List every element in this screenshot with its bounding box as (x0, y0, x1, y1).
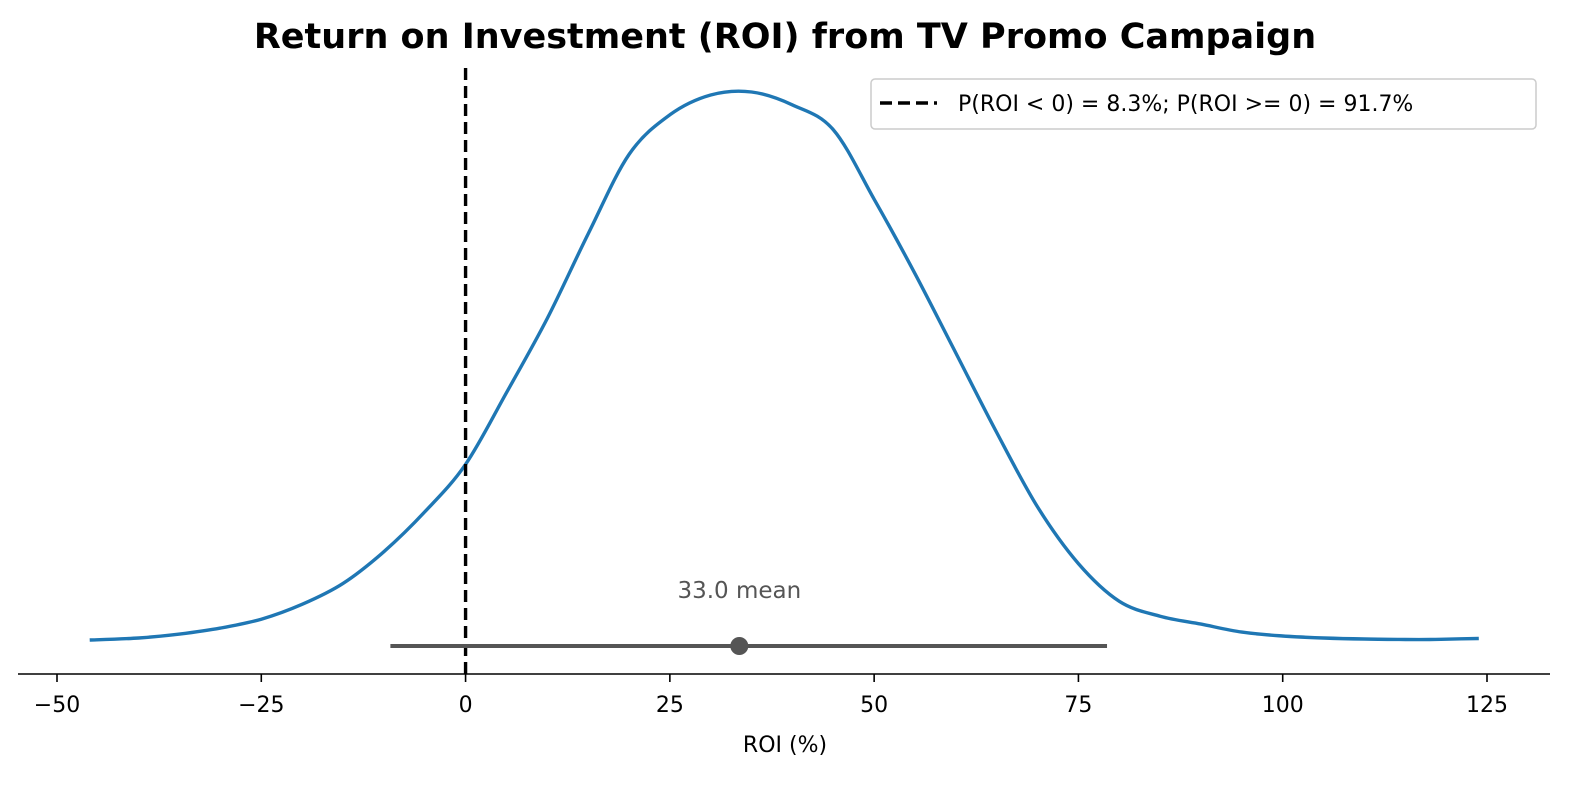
x-tick-label: 75 (1064, 693, 1092, 718)
x-ticks: −50 −25 0 25 50 75 100 125 (34, 674, 1508, 718)
chart-title: Return on Investment (ROI) from TV Promo… (254, 17, 1316, 57)
x-tick-label: 0 (459, 693, 473, 718)
x-tick-label: 125 (1466, 693, 1508, 718)
legend-box (870, 78, 1537, 130)
legend-label: P(ROI < 0) = 8.3%; P(ROI >= 0) = 91.7% (958, 92, 1413, 117)
x-tick-label: 25 (656, 693, 684, 718)
density-curve (89, 89, 1479, 642)
x-tick-label: −25 (238, 693, 284, 718)
x-tick-label: 50 (860, 693, 888, 718)
x-axis: −50 −25 0 25 50 75 100 125 ROI (%) (18, 673, 1550, 758)
mean-label: 33.0 mean (677, 578, 801, 604)
x-axis-label: ROI (%) (743, 733, 827, 758)
plot-area: 33.0 mean (89, 68, 1479, 674)
legend: P(ROI < 0) = 8.3%; P(ROI >= 0) = 91.7% (870, 78, 1537, 130)
mean-point (730, 637, 749, 655)
x-tick-label: −50 (34, 693, 80, 718)
x-tick-label: 100 (1262, 693, 1304, 718)
